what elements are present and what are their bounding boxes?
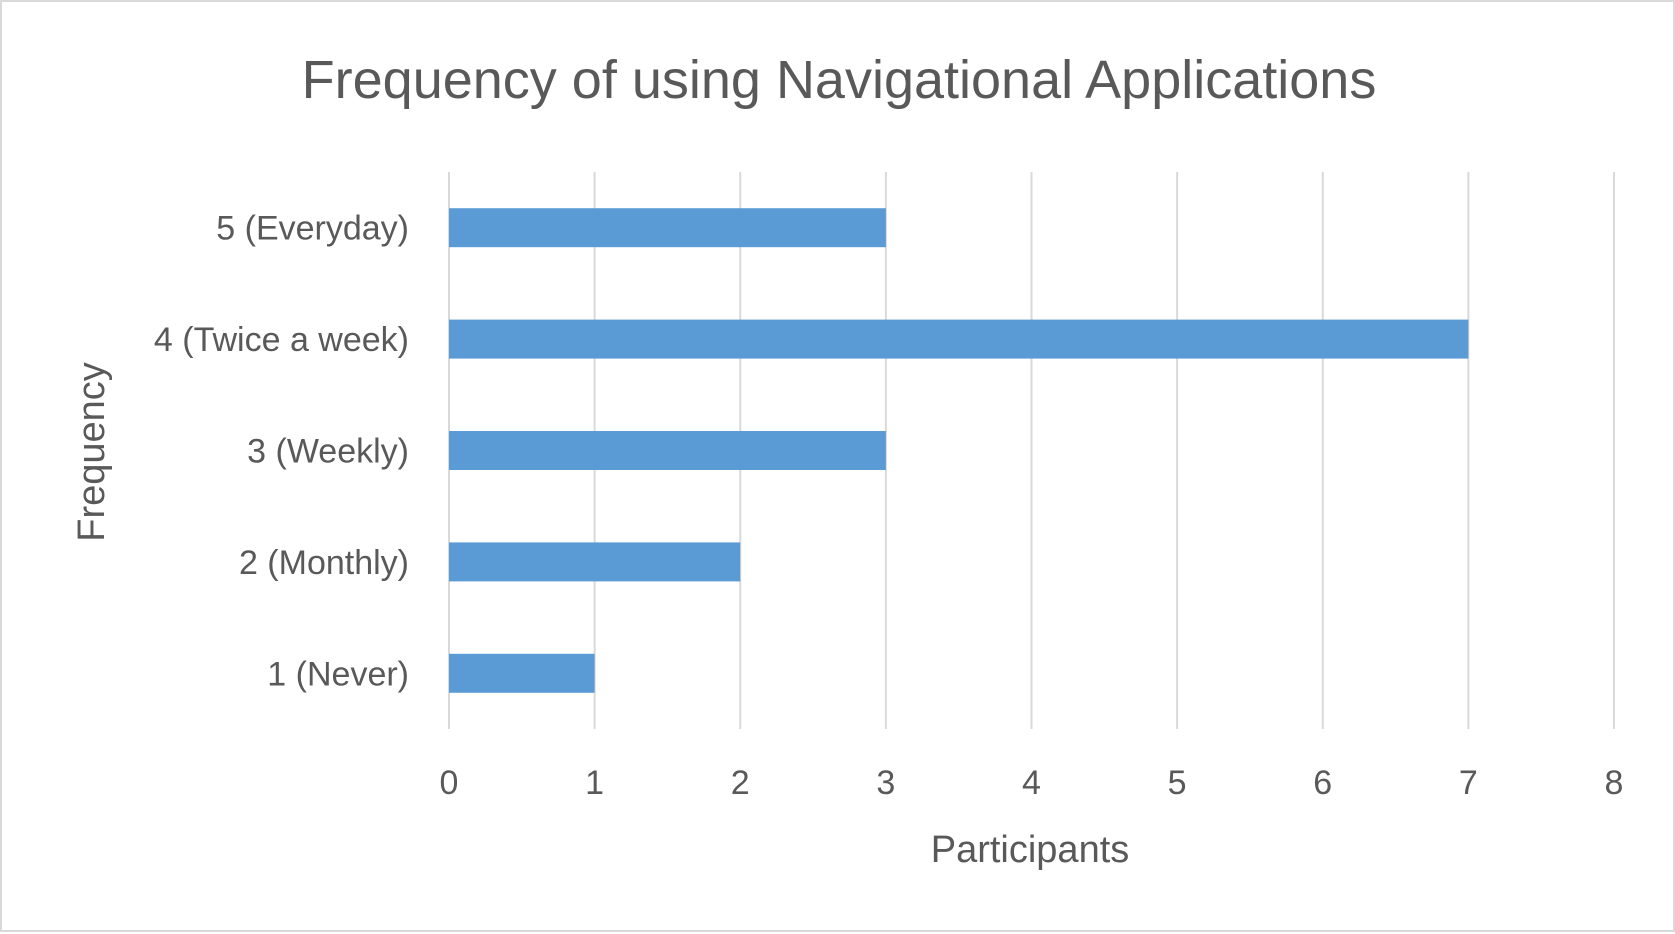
bar bbox=[449, 542, 741, 582]
y-tick-label: 2 (Monthly) bbox=[239, 544, 409, 582]
bar bbox=[449, 653, 595, 693]
x-tick-label: 3 bbox=[876, 764, 895, 802]
bar bbox=[449, 319, 1469, 359]
x-tick-label: 1 bbox=[585, 764, 604, 802]
x-tick-label: 2 bbox=[731, 764, 750, 802]
x-axis-title: Participants bbox=[931, 829, 1130, 871]
y-axis-tick-labels: 5 (Everyday) 4 (Twice a week) 3 (Weekly) 2 … bbox=[154, 210, 409, 694]
x-tick-label: 4 bbox=[1022, 764, 1041, 802]
gridlines bbox=[448, 172, 1615, 729]
bar bbox=[449, 208, 886, 248]
chart-title: Frequency of using Navigational Applicat… bbox=[302, 50, 1377, 110]
x-tick-label: 5 bbox=[1168, 764, 1187, 802]
x-tick-label: 0 bbox=[440, 764, 459, 802]
x-tick-label: 6 bbox=[1313, 764, 1332, 802]
y-tick-label: 3 (Weekly) bbox=[247, 433, 409, 471]
x-tick-label: 7 bbox=[1459, 764, 1478, 802]
y-axis-title: Frequency bbox=[71, 362, 113, 542]
y-tick-label: 4 (Twice a week) bbox=[154, 321, 409, 359]
y-tick-label: 5 (Everyday) bbox=[216, 210, 409, 248]
y-tick-label: 1 (Never) bbox=[267, 655, 409, 693]
bar bbox=[449, 431, 886, 470]
x-tick-label: 8 bbox=[1605, 764, 1624, 802]
bars bbox=[449, 208, 1469, 693]
x-axis-tick-labels: 0 1 2 3 4 5 6 7 8 bbox=[440, 764, 1624, 802]
